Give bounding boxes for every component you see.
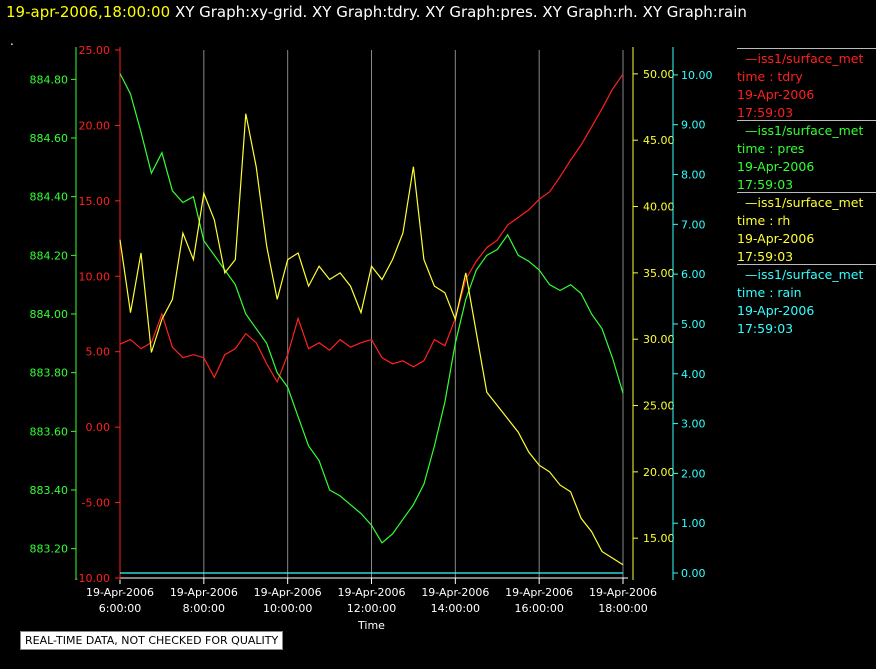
legend-date: 19-Apr-2006 xyxy=(737,87,815,102)
legend-variable: time : tdry xyxy=(737,69,803,84)
pres-tick-label: 884.00 xyxy=(30,308,69,321)
tdry-tick-label: 25.00 xyxy=(79,44,111,57)
x-tick-date: 19-Apr-2006 xyxy=(421,586,489,599)
tdry-tick-label: 0.00 xyxy=(86,421,111,434)
tdry-tick-label: 20.00 xyxy=(79,119,111,132)
rain-tick-label: 3.00 xyxy=(681,418,706,431)
rh-tick-label: 45.00 xyxy=(643,134,675,147)
x-tick-time: 10:00:00 xyxy=(263,602,312,615)
legend-date: 19-Apr-2006 xyxy=(737,303,815,318)
legend-separator xyxy=(737,192,876,193)
x-tick-date: 19-Apr-2006 xyxy=(170,586,238,599)
pres-series-line xyxy=(119,73,624,544)
tdry-tick-label: 10.00 xyxy=(79,270,111,283)
rh-tick-label: 35.00 xyxy=(643,267,675,280)
header-graphs: XY Graph:xy-grid. XY Graph:tdry. XY Grap… xyxy=(174,3,747,21)
rh-tick-label: 25.00 xyxy=(643,400,675,413)
x-axis-label: Time xyxy=(357,619,385,632)
legend-separator xyxy=(737,48,876,49)
x-tick-time: 8:00:00 xyxy=(183,602,225,615)
legend-time: 17:59:03 xyxy=(737,321,794,336)
rain-tick-label: 4.00 xyxy=(681,368,706,381)
rain-tick-label: 8.00 xyxy=(681,169,706,182)
legend-time: 17:59:03 xyxy=(737,249,794,264)
rh-tick-label: 30.00 xyxy=(643,333,675,346)
legend-variable: time : rain xyxy=(737,285,802,300)
x-tick-date: 19-Apr-2006 xyxy=(86,586,154,599)
x-tick-time: 6:00:00 xyxy=(99,602,141,615)
legend-variable: time : pres xyxy=(737,141,805,156)
x-tick-time: 12:00:00 xyxy=(347,602,396,615)
rh-tick-label: 20.00 xyxy=(643,466,675,479)
legend-date: 19-Apr-2006 xyxy=(737,231,815,246)
x-tick-time: 16:00:00 xyxy=(514,602,563,615)
rh-tick-label: 40.00 xyxy=(643,201,675,214)
tdry-tick-label: 5.00 xyxy=(86,346,111,359)
tdry-tick-label: 15.00 xyxy=(79,195,111,208)
legend-source: —iss1/surface_met xyxy=(745,195,864,210)
x-tick-date: 19-Apr-2006 xyxy=(589,586,657,599)
rain-tick-label: 7.00 xyxy=(681,218,706,231)
legend-separator xyxy=(737,120,876,121)
rain-tick-label: 10.00 xyxy=(681,69,713,82)
legend-time: 17:59:03 xyxy=(737,105,794,120)
x-tick-date: 19-Apr-2006 xyxy=(337,586,405,599)
rh-series-line xyxy=(119,113,624,566)
legend-variable: time : rh xyxy=(737,213,791,228)
rain-tick-label: 5.00 xyxy=(681,318,706,331)
title-bar: 19-apr-2006,18:00:00 XY Graph:xy-grid. X… xyxy=(6,3,747,21)
x-tick-date: 19-Apr-2006 xyxy=(505,586,573,599)
legend-source: —iss1/surface_met xyxy=(745,123,864,138)
tdry-series-line xyxy=(119,73,624,384)
legend-time: 17:59:03 xyxy=(737,177,794,192)
legend-source: —iss1/surface_met xyxy=(745,51,864,66)
x-tick-time: 14:00:00 xyxy=(431,602,480,615)
x-tick-time: 18:00:00 xyxy=(598,602,647,615)
rain-tick-label: 6.00 xyxy=(681,268,706,281)
header-dot: . xyxy=(10,34,14,48)
legend-source: —iss1/surface_met xyxy=(745,267,864,282)
legend-separator xyxy=(737,264,876,265)
rh-tick-label: 15.00 xyxy=(643,532,675,545)
pres-tick-label: 884.80 xyxy=(30,73,69,86)
pres-tick-label: 883.20 xyxy=(30,543,69,556)
x-tick-date: 19-Apr-2006 xyxy=(254,586,322,599)
rh-tick-label: 50.00 xyxy=(643,68,675,81)
pres-tick-label: 884.60 xyxy=(30,132,69,145)
pres-tick-label: 883.80 xyxy=(30,367,69,380)
rain-tick-label: 0.00 xyxy=(681,567,706,580)
header-time: 19-apr-2006,18:00:00 xyxy=(6,3,171,21)
disclaimer-label: REAL-TIME DATA, NOT CHECKED FOR QUALITY xyxy=(20,631,284,650)
pres-tick-label: 884.40 xyxy=(30,191,69,204)
rain-tick-label: 1.00 xyxy=(681,517,706,530)
legend-date: 19-Apr-2006 xyxy=(737,159,815,174)
pres-tick-label: 883.60 xyxy=(30,425,69,438)
tdry-tick-label: -5.00 xyxy=(82,497,110,510)
rain-tick-label: 2.00 xyxy=(681,467,706,480)
tdry-tick-label: -10.00 xyxy=(75,572,110,585)
pres-tick-label: 883.40 xyxy=(30,484,69,497)
rain-tick-label: 9.00 xyxy=(681,119,706,132)
pres-tick-label: 884.20 xyxy=(30,249,69,262)
